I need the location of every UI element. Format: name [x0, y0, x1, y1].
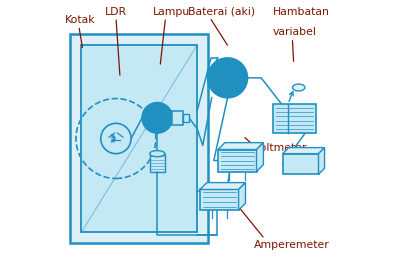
Bar: [184, 114, 189, 122]
Circle shape: [208, 58, 248, 98]
Text: Amperemeter: Amperemeter: [254, 240, 330, 250]
Text: Baterai (aki): Baterai (aki): [188, 7, 255, 17]
Text: Lampu: Lampu: [153, 7, 190, 17]
Bar: [283, 154, 318, 174]
Bar: [150, 154, 165, 171]
Bar: [273, 104, 316, 133]
Polygon shape: [283, 148, 324, 154]
Text: variabel: variabel: [273, 27, 317, 37]
Text: LDR: LDR: [105, 7, 127, 17]
Text: Kotak: Kotak: [65, 15, 96, 25]
Ellipse shape: [150, 151, 165, 157]
Polygon shape: [238, 183, 246, 210]
Bar: [218, 150, 256, 171]
Bar: [200, 189, 238, 210]
Bar: [82, 45, 197, 232]
Circle shape: [142, 103, 172, 133]
Text: Hambatan: Hambatan: [273, 7, 330, 17]
Text: Voltmeter: Voltmeter: [254, 143, 307, 153]
Ellipse shape: [292, 84, 305, 91]
Bar: [70, 34, 208, 243]
Polygon shape: [256, 143, 263, 171]
Bar: [172, 111, 184, 125]
Polygon shape: [200, 183, 246, 189]
Polygon shape: [218, 143, 263, 150]
Polygon shape: [318, 148, 324, 174]
